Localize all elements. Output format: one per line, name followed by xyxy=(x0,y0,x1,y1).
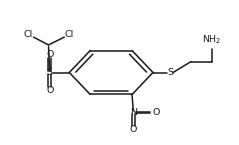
Text: O: O xyxy=(46,86,53,95)
Text: NH$_2$: NH$_2$ xyxy=(202,33,222,46)
Text: N: N xyxy=(130,108,137,117)
Text: Cl: Cl xyxy=(24,30,33,39)
Text: Cl: Cl xyxy=(65,30,74,39)
Text: S: S xyxy=(47,68,53,77)
Text: O: O xyxy=(152,108,160,117)
Text: O: O xyxy=(46,50,53,59)
Text: O: O xyxy=(130,125,137,134)
Text: S: S xyxy=(167,68,173,77)
